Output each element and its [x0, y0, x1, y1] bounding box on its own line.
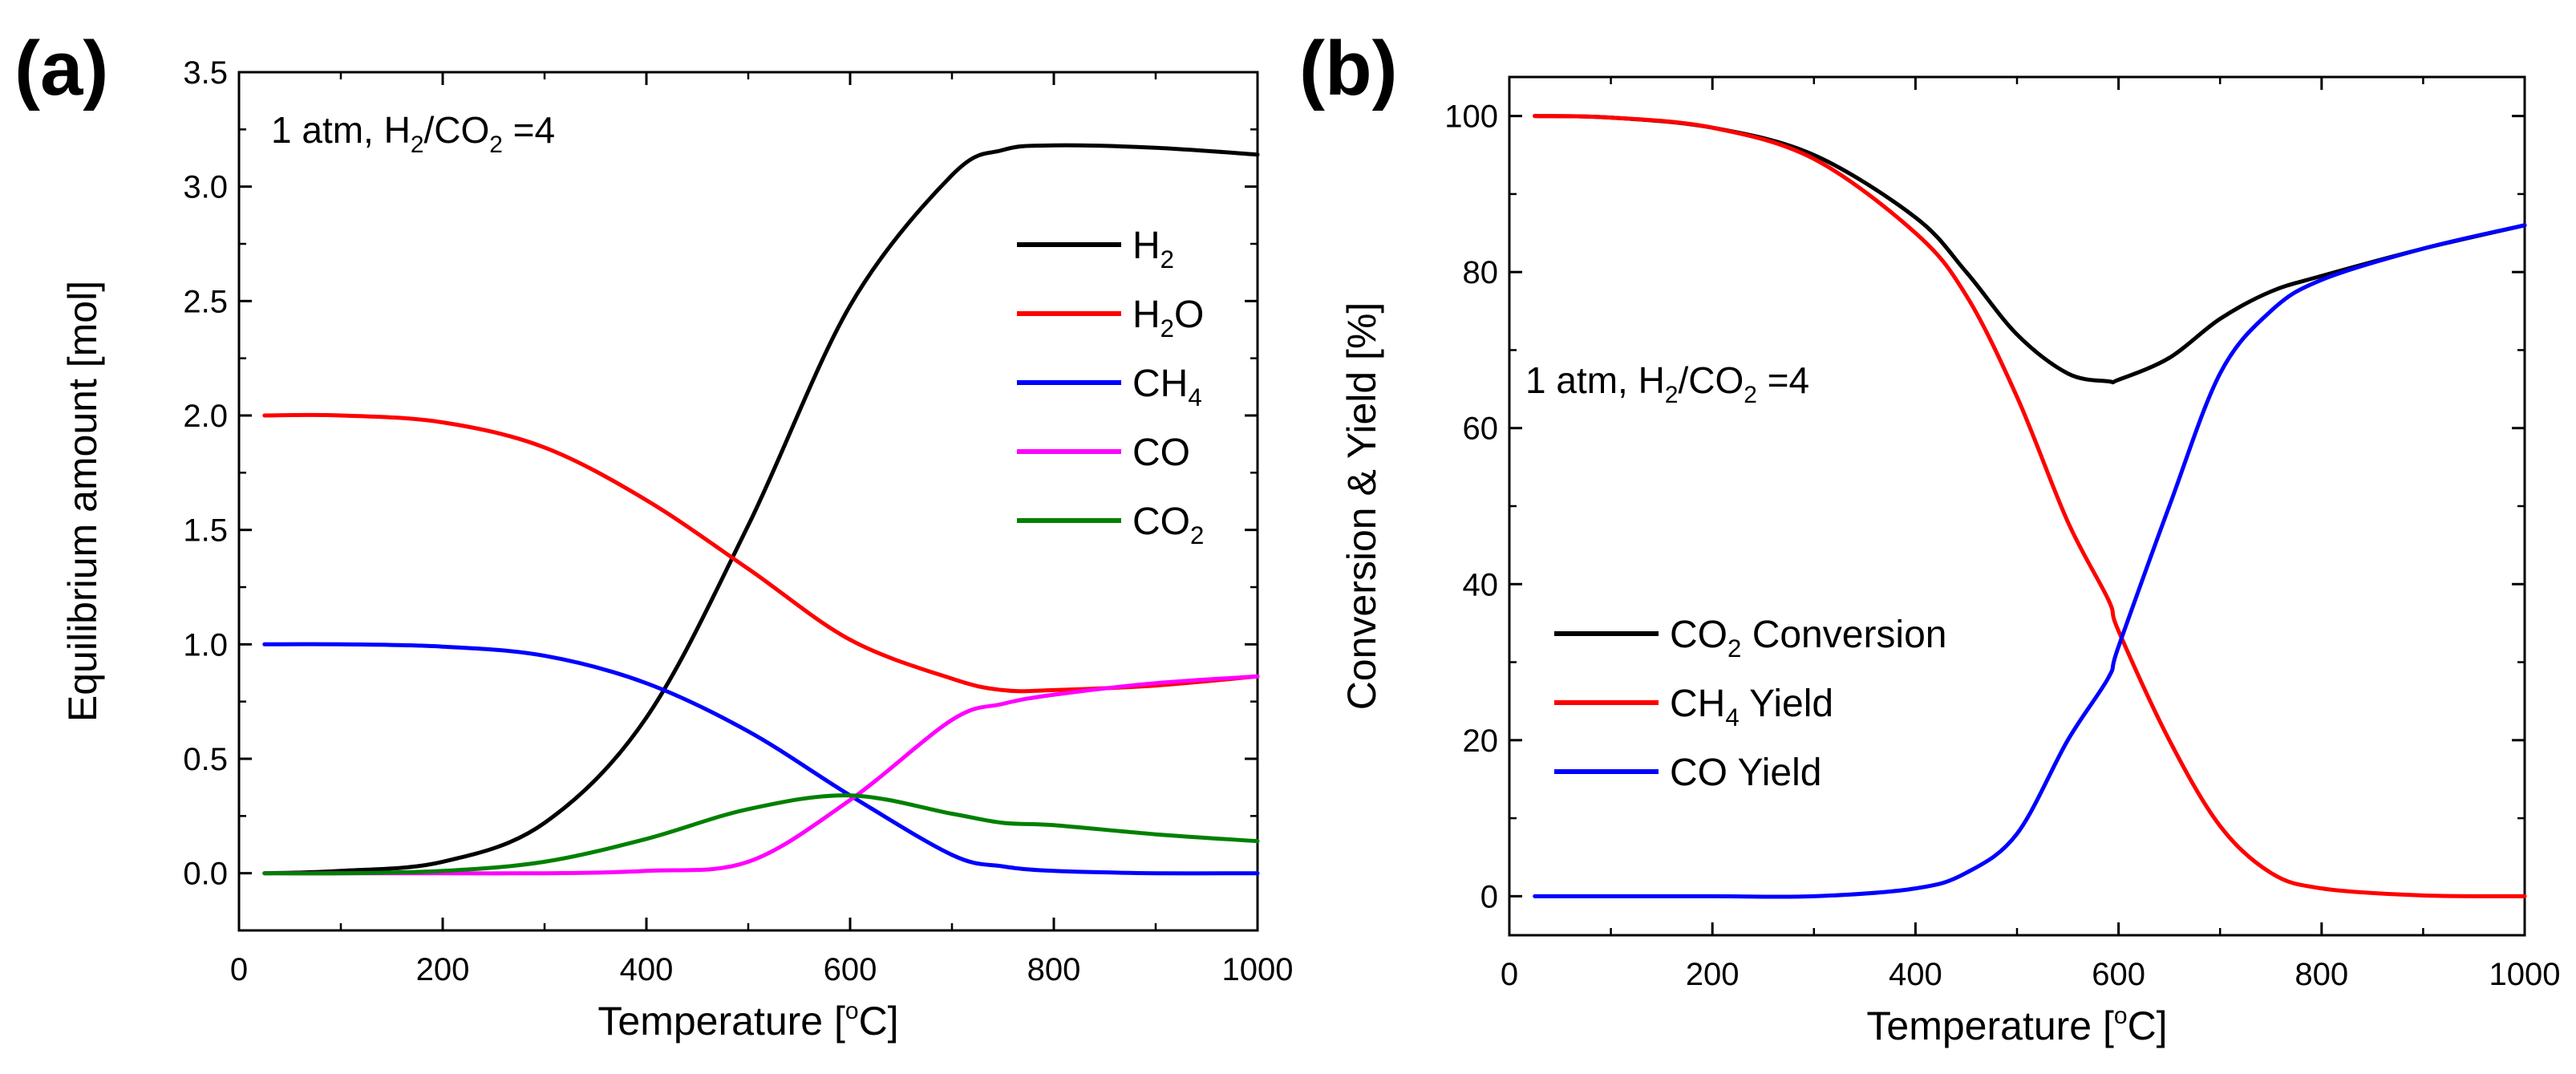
panel-a-plot: 0 200 400 600 800 1000 0.0 0.5 1.0 1.5 2.0 2.5 3.0 3.… [60, 55, 1293, 1044]
plot-frame [237, 71, 1259, 932]
y-axis-title: Equilibrium amount [mol] [60, 281, 105, 722]
x-tick-label: 1000 [2489, 957, 2561, 992]
panel-b-plot: 0 200 400 600 800 1000 0 20 40 60 80 100 Temperature… [1339, 75, 2561, 1048]
x-axis-title: Temperature [oC] [597, 998, 898, 1044]
y-tick-label: 60 [1463, 411, 1499, 447]
series-line-co [262, 674, 1260, 876]
x-tick-label: 1000 [1222, 952, 1294, 987]
y-tick-label: 0.5 [183, 742, 228, 777]
y-tick-label: 40 [1463, 567, 1499, 602]
y-tick-label: 1.5 [183, 513, 228, 549]
panel-a-label: (a) [14, 26, 108, 111]
legend-label: CO [1132, 432, 1190, 474]
legend-label: CO2 Conversion [1670, 614, 1946, 663]
legend-label: CO2 [1132, 501, 1204, 549]
y-tick-label: 0.0 [183, 857, 228, 892]
condition-annotation: 1 atm, H2/CO2 =4 [271, 109, 555, 158]
y-tick-label: 20 [1463, 723, 1499, 759]
series-line-h2o [262, 412, 1260, 694]
x-tick-label: 600 [824, 952, 877, 987]
series-line-co2-conversion [1533, 114, 2527, 385]
x-tick-label: 400 [620, 952, 674, 987]
condition-annotation: 1 atm, H2/CO2 =4 [1525, 359, 1809, 408]
legend-label: CH4 Yield [1670, 683, 1833, 732]
series-line-ch4-yield [1533, 114, 2527, 898]
x-tick-label: 800 [1027, 952, 1081, 987]
x-tick-label: 200 [416, 952, 470, 987]
series-line-co-yield [1533, 223, 2527, 899]
legend-label: CO Yield [1670, 752, 1821, 794]
y-tick-label: 100 [1444, 99, 1498, 135]
legend-label: CH4 [1132, 363, 1202, 411]
plot-frame [1508, 75, 2526, 937]
y-tick-label: 3.0 [183, 170, 228, 205]
legend-label: H2 [1132, 225, 1174, 274]
x-tick-label: 400 [1889, 957, 1942, 992]
x-tick-label: 200 [1686, 957, 1740, 992]
y-tick-label: 0 [1480, 879, 1498, 914]
y-axis-title: Conversion & Yield [%] [1339, 302, 1384, 711]
x-axis-title: Temperature [oC] [1866, 1003, 2167, 1048]
y-tick-label: 2.5 [183, 284, 228, 319]
x-tick-label: 800 [2295, 957, 2348, 992]
x-tick-label: 600 [2092, 957, 2145, 992]
x-tick-label: 0 [230, 952, 248, 987]
legend-label: H2O [1132, 294, 1204, 342]
panel-b-label: (b) [1299, 26, 1398, 111]
y-tick-label: 1.0 [183, 627, 228, 663]
x-tick-label: 0 [1501, 957, 1518, 992]
y-tick-label: 80 [1463, 255, 1499, 290]
y-tick-label: 2.0 [183, 399, 228, 434]
series-line-co2 [262, 793, 1260, 876]
series-line-h2 [262, 143, 1260, 876]
series-line-ch4 [262, 642, 1260, 876]
y-tick-label: 3.5 [183, 55, 228, 91]
